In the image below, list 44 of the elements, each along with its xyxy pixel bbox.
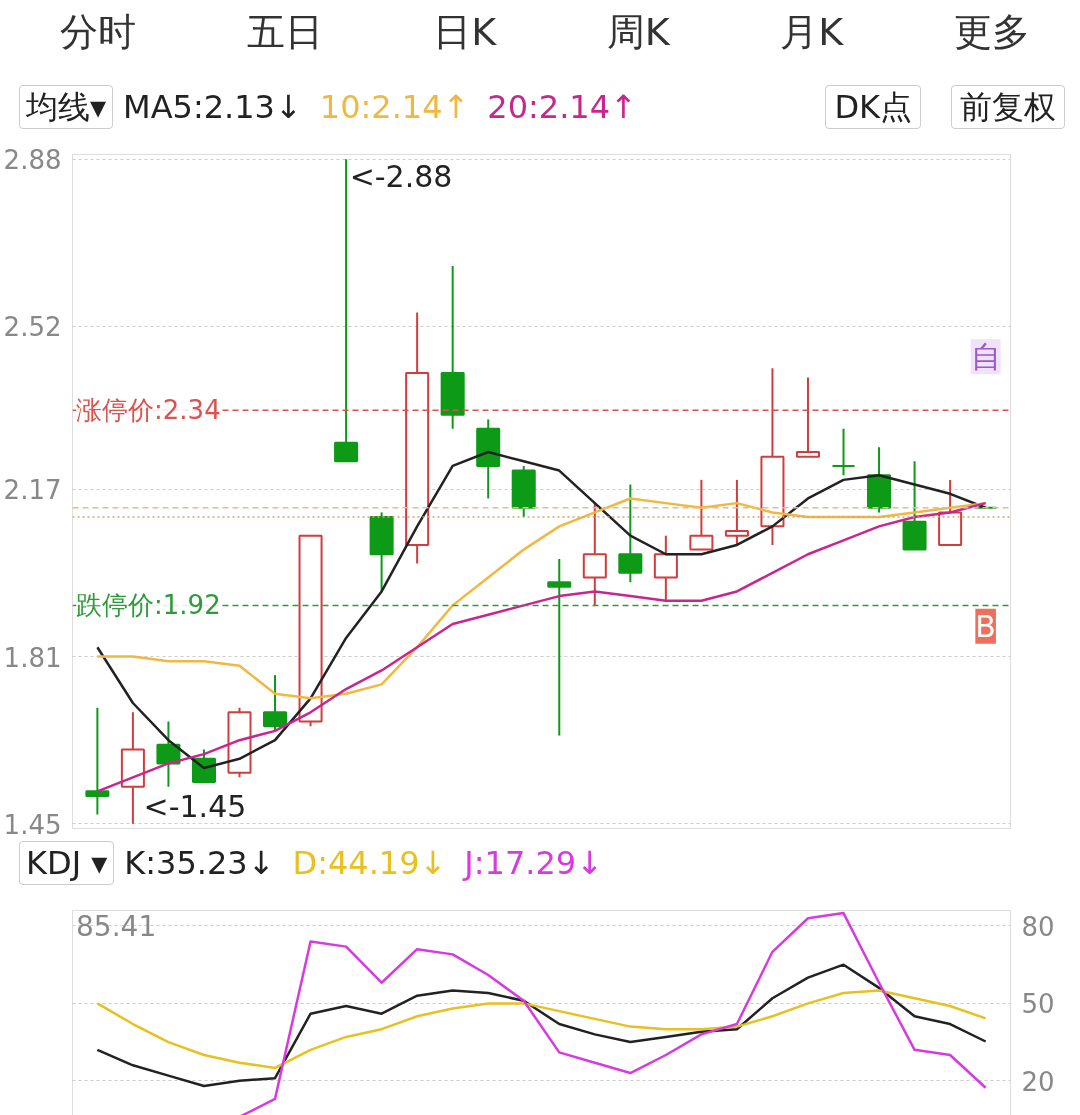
legend-title: KDJ ▾	[19, 841, 115, 885]
text: D:44.19↓	[292, 844, 447, 882]
text: MA5:2.13↓	[123, 88, 302, 126]
annotation: 85.41	[76, 909, 157, 943]
candlestick	[724, 478, 749, 546]
candlestick	[618, 483, 643, 584]
text: 前复权	[951, 85, 1065, 129]
text: 更多	[953, 9, 1030, 56]
legend-title: 均线▾	[19, 85, 114, 129]
annotation: <-2.88	[349, 159, 453, 195]
y-tick-label: 1.45	[3, 809, 62, 840]
candlestick	[582, 502, 607, 607]
candlestick	[689, 478, 714, 551]
text: 日K	[433, 9, 497, 56]
line-series	[238, 911, 987, 1115]
annotation: <-1.45	[143, 788, 247, 824]
ref-line-label: 跌停价:1.92	[76, 590, 221, 621]
text: J:17.29↓	[464, 844, 603, 882]
text: 周K	[606, 9, 670, 56]
text: 五日	[246, 9, 323, 56]
annotation: B	[975, 608, 996, 644]
text: DK点	[825, 85, 921, 129]
candlestick	[85, 706, 110, 816]
candlestick	[653, 534, 678, 602]
y-tick-label: 1.81	[3, 642, 62, 673]
line-series	[96, 989, 987, 1070]
text: K:35.23↓	[124, 844, 275, 882]
y-tick-label: 2.52	[3, 312, 62, 343]
text: 20:2.14↑	[487, 88, 637, 126]
line-series	[96, 963, 987, 1088]
y-tick-label: 2.17	[3, 475, 62, 506]
candlestick	[831, 427, 856, 477]
text: 月K	[780, 9, 844, 56]
candlestick	[263, 674, 288, 732]
y-tick-label: 50	[1021, 989, 1055, 1020]
y-tick-label: 20	[1021, 1066, 1055, 1097]
candlestick	[547, 557, 572, 737]
y-tick-label: 2.88	[3, 145, 62, 176]
candlestick	[795, 376, 820, 458]
annotation: 自	[970, 339, 1001, 375]
y-tick-label: 80	[1021, 911, 1055, 942]
text: 10:2.14↑	[319, 88, 470, 126]
ref-line-label: 涨停价:2.34	[76, 395, 221, 426]
text: 分时	[60, 9, 137, 56]
